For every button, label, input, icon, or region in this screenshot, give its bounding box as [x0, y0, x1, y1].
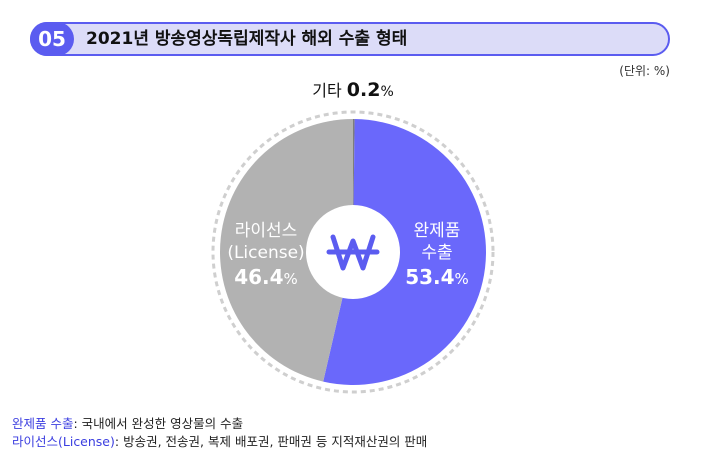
- legend-key: 완제품 수출: [12, 416, 74, 431]
- slice-label-license: (License): [227, 243, 304, 263]
- slice-value-license: 46.4%: [234, 265, 298, 289]
- slice-value-other: 기타 0.2%: [312, 79, 394, 101]
- title-bar: [30, 22, 670, 56]
- pie-outer-ring: [211, 110, 495, 394]
- legend-desc: : 방송권, 전송권, 복제 배포권, 판매권 등 지적재산권의 판매: [114, 434, 428, 449]
- slice-label-finished: 수출: [421, 243, 452, 263]
- pie-slice-finished-export: [323, 119, 487, 385]
- pie-slice-license: [220, 119, 353, 382]
- legend-key: 라이선스(License): [12, 434, 115, 449]
- slice-value-finished: 53.4%: [405, 265, 469, 289]
- legend-item-finished: 완제품 수출: 국내에서 완성한 영상물의 수출: [12, 413, 243, 432]
- legend-item-license: 라이선스(License): 방송권, 전송권, 복제 배포권, 판매권 등 지…: [12, 431, 427, 450]
- unit-label: (단위: %): [619, 64, 670, 78]
- slice-label-finished: 완제품: [414, 221, 461, 241]
- slice-label-license: 라이선스: [235, 221, 298, 241]
- chart-title: 2021년 방송영상독립제작사 해외 수출 형태: [86, 29, 408, 49]
- section-number-badge: 05: [30, 22, 74, 56]
- legend-desc: : 국내에서 완성한 영상물의 수출: [73, 416, 244, 431]
- won-currency-icon: [326, 234, 380, 271]
